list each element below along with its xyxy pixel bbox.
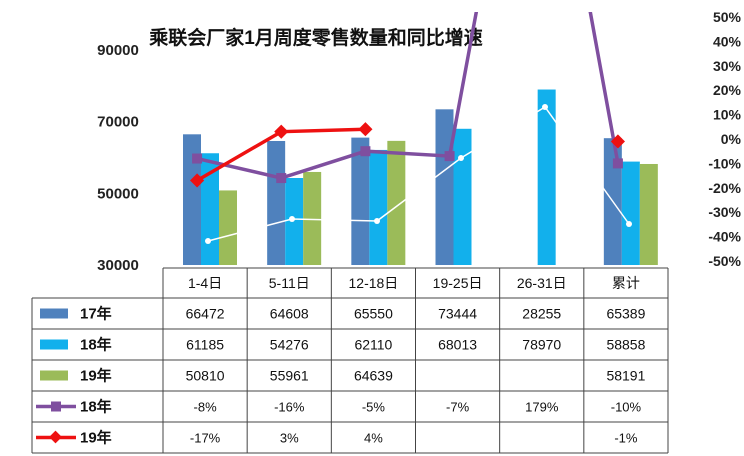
right-axis-tick-label: 20%: [713, 82, 742, 98]
right-axis-tick-label: -10%: [708, 155, 741, 171]
guide-point: [458, 155, 464, 161]
left-axis: 90000 70000 50000 30000: [97, 42, 139, 274]
point-18年-19-25日: [444, 151, 455, 162]
bar-17年-12-18日: [351, 137, 370, 265]
left-axis-tick-label: 50000: [97, 185, 139, 202]
guide-point: [542, 104, 548, 110]
data-label: 58191: [606, 368, 645, 384]
legend-label: 18年: [80, 398, 112, 416]
category-label: 累计: [612, 275, 640, 291]
bar-18年-累计: [621, 161, 640, 265]
data-label: 68013: [438, 337, 477, 353]
data-label: 73444: [438, 306, 477, 322]
category-label: 5-11日: [269, 275, 310, 291]
right-axis-tick-label: -40%: [708, 229, 741, 245]
legend-label: 18年: [80, 336, 112, 354]
data-label: -8%: [194, 400, 218, 415]
left-axis-tick-label: 30000: [97, 257, 139, 274]
right-axis: 50% 40% 30% 20% 10% 0% -10% -20% -30% -40% -50%: [708, 9, 741, 269]
category-label: 26-31日: [517, 275, 567, 291]
data-table: 1-4日 5-11日 12-18日 19-25日 26-31日 累计 17年 66472 646…: [31, 267, 669, 454]
series-line-18年-3: [196, 12, 620, 180]
bar-18年-5-11日: [285, 178, 304, 265]
point-19年-1-4日: [190, 173, 205, 188]
data-label: 54276: [270, 337, 309, 353]
right-axis-tick-label: 40%: [713, 33, 742, 49]
bar-17年-5-11日: [267, 140, 286, 265]
data-label: 58858: [606, 337, 645, 353]
data-label: 65550: [354, 306, 393, 322]
bar-17年-19-25日: [435, 109, 454, 265]
right-axis-tick-label: 0%: [721, 131, 742, 147]
bar-18年-12-18日: [369, 149, 388, 265]
chart-title: 乘联会厂家1月周度零售数量和同比增速: [148, 26, 483, 49]
data-label: 62110: [354, 337, 392, 353]
legend-key-marker-19年: [49, 430, 62, 444]
legend-key-18年: [40, 339, 68, 350]
guide-point: [289, 216, 295, 222]
right-axis-tick-label: 50%: [713, 9, 742, 25]
bar-19年-累计: [639, 163, 658, 265]
right-axis-tick-label: -30%: [708, 204, 741, 220]
category-label: 19-25日: [433, 275, 483, 291]
data-label: 3%: [280, 431, 299, 446]
right-axis-tick-label: -20%: [708, 180, 741, 196]
guide-line: [207, 105, 630, 242]
data-label: -1%: [614, 431, 638, 446]
data-label: 64608: [270, 306, 309, 322]
bar-18年-1-4日: [201, 153, 219, 265]
data-label: 50810: [186, 368, 225, 384]
guide-point: [205, 238, 211, 244]
right-axis-tick-label: 10%: [713, 107, 742, 123]
data-label: 55961: [270, 368, 309, 384]
category-label: 12-18日: [349, 275, 399, 291]
bar-18年-19-25日: [453, 128, 472, 265]
point-18年-累计: [612, 158, 623, 169]
bar-18年-26-31日: [537, 89, 556, 265]
bar-17年-1-4日: [183, 134, 201, 265]
guide-point: [374, 218, 380, 224]
data-label: 78970: [522, 337, 561, 353]
data-label: -16%: [274, 400, 305, 415]
category-label: 1-4日: [188, 275, 222, 291]
bar-19年-1-4日: [219, 190, 237, 265]
data-label: 179%: [525, 400, 559, 415]
data-label: 28255: [522, 306, 561, 322]
data-label: 4%: [364, 431, 383, 446]
left-axis-tick-label: 70000: [97, 114, 139, 131]
point-19年-12-18日: [358, 122, 373, 137]
data-label: 64639: [354, 368, 393, 384]
legend-label: 19年: [80, 429, 112, 447]
point-18年-5-11日: [276, 173, 287, 184]
point-19年-累计: [610, 134, 625, 149]
data-label: -5%: [362, 400, 386, 415]
left-axis-tick-label: 90000: [97, 42, 139, 59]
legend-key-17年: [40, 308, 68, 319]
legend-label: 19年: [80, 367, 112, 385]
data-label: -7%: [446, 400, 470, 415]
bar-19年-12-18日: [387, 140, 406, 265]
guide-point: [626, 221, 632, 227]
data-label: -10%: [611, 400, 642, 415]
right-axis-tick-label: 30%: [713, 58, 742, 74]
legend-label: 17年: [80, 305, 112, 323]
bar-layer: [183, 89, 658, 265]
data-label: 65389: [606, 306, 645, 322]
data-label: 61185: [186, 337, 224, 353]
bar-19年-5-11日: [303, 171, 322, 265]
point-18年-1-4日: [192, 153, 203, 164]
data-label: -17%: [190, 431, 221, 446]
data-label: 66472: [186, 306, 225, 322]
right-axis-tick-label: -50%: [708, 253, 741, 269]
point-19年-5-11日: [274, 124, 289, 139]
point-18年-12-18日: [360, 146, 371, 157]
legend-key-marker-18年: [51, 401, 61, 412]
legend-key-19年: [40, 370, 68, 381]
